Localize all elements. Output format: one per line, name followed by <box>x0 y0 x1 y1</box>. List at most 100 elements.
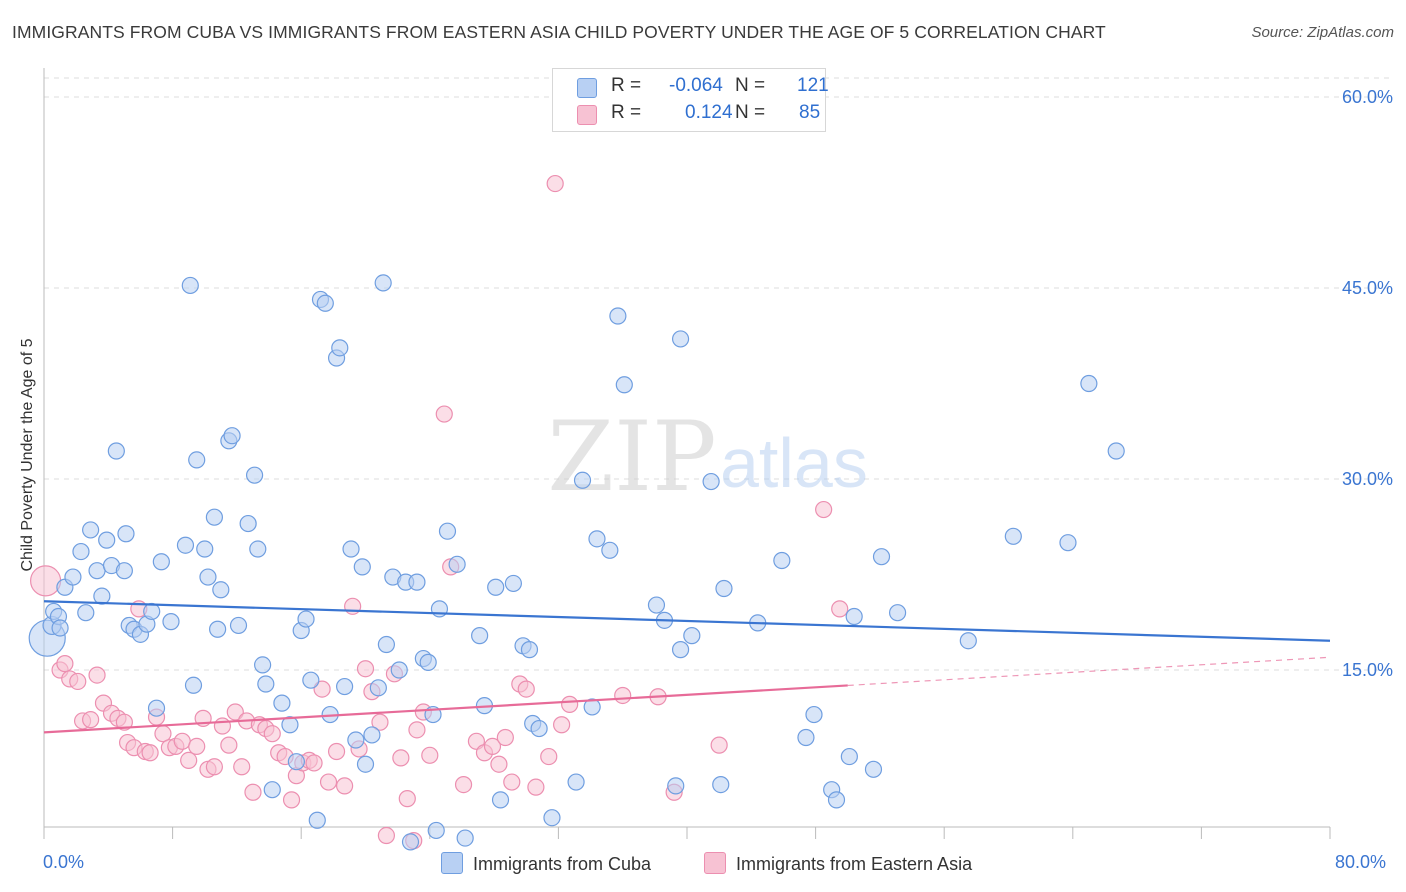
y-tick-labels: 15.0% 30.0% 45.0% 60.0% <box>1342 87 1393 680</box>
data-point-eastern-asia <box>319 773 338 791</box>
y-tick-label: 30.0% <box>1342 469 1393 489</box>
data-point-eastern-asia <box>546 174 564 193</box>
data-point-cuba <box>336 677 354 696</box>
data-point-cuba <box>491 791 510 809</box>
data-point-eastern-asia <box>282 791 301 809</box>
data-point-cuba <box>671 330 690 348</box>
data-point-cuba <box>456 829 474 847</box>
data-point-eastern-asia <box>173 732 191 750</box>
data-point-cuba <box>77 604 95 622</box>
data-point-eastern-asia <box>336 777 354 795</box>
data-point-eastern-asia <box>614 686 632 705</box>
data-point-eastern-asia <box>244 783 262 801</box>
data-point-cuba <box>667 777 685 795</box>
data-point-cuba <box>647 596 666 614</box>
data-point-cuba <box>287 753 305 771</box>
data-point-cuba <box>567 773 585 791</box>
grid-lines <box>44 77 1392 671</box>
data-point-cuba <box>199 568 217 586</box>
x-tick-label-max: 80.0% <box>1335 852 1387 872</box>
data-point-cuba <box>342 540 360 558</box>
y-axis-label: Child Poverty Under the Age of 5 <box>19 338 36 572</box>
data-point-eastern-asia <box>408 721 426 739</box>
data-point-cuba <box>184 676 203 694</box>
data-point-eastern-asia <box>115 713 133 731</box>
data-point-cuba <box>369 679 387 697</box>
bottom-legend-swatch-cuba <box>441 852 463 874</box>
watermark: ZIP atlas <box>547 401 867 513</box>
source-label: Source: ZipAtlas.com <box>1251 24 1394 41</box>
data-point-eastern-asia <box>392 749 410 767</box>
data-point-cuba <box>239 514 257 533</box>
data-point-cuba <box>117 525 135 543</box>
data-point-cuba <box>331 339 349 357</box>
data-point-eastern-asia <box>141 744 159 762</box>
data-point-eastern-asia <box>454 775 473 794</box>
data-point-cuba <box>1107 442 1125 460</box>
data-point-cuba <box>196 540 214 558</box>
data-point-eastern-asia <box>88 666 106 684</box>
data-point-cuba <box>543 809 561 827</box>
legend-swatch-cuba <box>577 78 597 98</box>
data-point-cuba <box>209 620 227 638</box>
data-point-cuba <box>419 653 437 671</box>
data-point-cuba <box>438 522 457 540</box>
data-point-cuba <box>530 719 548 738</box>
data-point-eastern-asia <box>483 737 502 756</box>
data-point-cuba <box>363 726 381 744</box>
data-point-cuba <box>88 562 106 580</box>
data-point-cuba <box>107 442 125 460</box>
data-point-cuba <box>609 307 627 325</box>
data-point-eastern-asia <box>188 737 206 756</box>
data-point-eastern-asia <box>356 660 375 678</box>
chart-title: IMMIGRANTS FROM CUBA VS IMMIGRANTS FROM … <box>12 22 1106 42</box>
data-point-eastern-asia <box>180 751 198 770</box>
series-eastern-asia-points <box>30 174 849 850</box>
data-point-cuba <box>827 791 846 809</box>
data-point-cuba <box>583 698 601 716</box>
data-point-eastern-asia <box>561 695 579 713</box>
data-point-eastern-asia <box>82 711 100 729</box>
data-point-cuba <box>1004 527 1022 545</box>
data-point-cuba <box>308 811 326 829</box>
data-point-cuba <box>959 632 977 650</box>
data-point-cuba <box>588 530 606 548</box>
data-point-cuba <box>297 610 315 628</box>
data-point-cuba <box>408 573 426 591</box>
legend-r-value: -0.064 <box>669 75 723 96</box>
data-point-cuba <box>212 581 230 599</box>
data-point-cuba <box>249 540 267 558</box>
data-point-cuba <box>712 775 730 794</box>
watermark-atlas: atlas <box>720 424 868 502</box>
legend-n-value: 85 <box>799 102 821 123</box>
data-point-cuba <box>702 472 720 491</box>
x-tick-label-min: 0.0% <box>43 852 85 872</box>
data-point-eastern-asia <box>517 680 535 698</box>
data-point-cuba <box>356 755 375 773</box>
data-point-eastern-asia <box>421 746 439 764</box>
data-point-cuba <box>377 635 395 654</box>
data-point-cuba <box>176 536 195 554</box>
data-point-cuba <box>845 607 863 626</box>
y-tick-label: 15.0% <box>1342 660 1393 680</box>
correlation-legend: R = -0.064 N = 121 R = 0.124 N = 85 <box>552 68 829 132</box>
data-point-cuba <box>1080 374 1098 393</box>
bottom-legend-cuba: Immigrants from Cuba <box>441 852 651 875</box>
legend-n-value: 121 <box>797 75 829 96</box>
data-point-cuba <box>840 747 858 766</box>
data-point-cuba <box>162 613 180 631</box>
data-point-eastern-asia <box>710 736 728 754</box>
data-point-cuba <box>273 694 291 712</box>
trend-lines <box>43 600 1331 734</box>
bottom-legend-swatch-eastern-asia <box>704 852 726 874</box>
data-point-eastern-asia <box>220 736 238 754</box>
data-point-cuba <box>72 542 90 561</box>
bottom-legend-eastern-asia: Immigrants from Eastern Asia <box>704 852 972 875</box>
legend-swatch-eastern-asia <box>577 105 597 125</box>
data-point-cuba <box>152 553 170 571</box>
data-point-eastern-asia <box>263 725 281 743</box>
trend-line-cuba <box>43 600 1331 642</box>
data-point-eastern-asia <box>553 716 571 734</box>
data-point-cuba <box>504 574 522 593</box>
